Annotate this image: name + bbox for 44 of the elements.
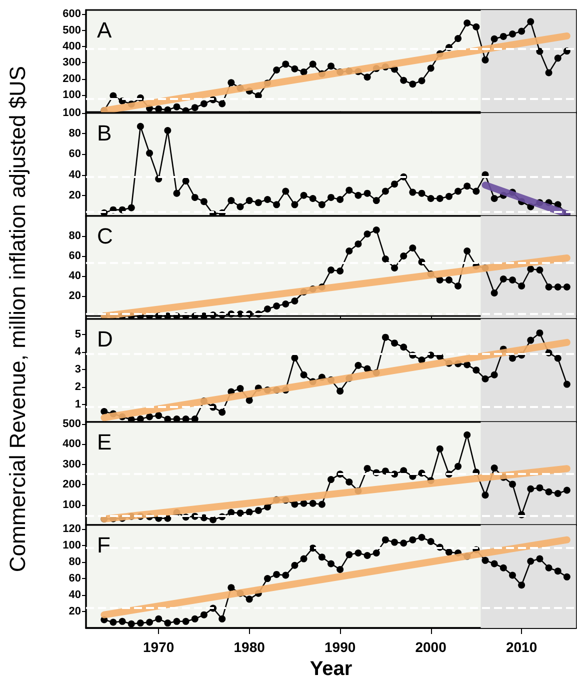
y-tick-label: 2 — [74, 381, 81, 394]
y-tick-label: 80 — [68, 556, 81, 568]
y-tick-label: 400 — [62, 40, 81, 52]
y-tick-label: 120 — [62, 523, 81, 536]
y-tick-label: 600 — [62, 8, 81, 20]
y-tick-label: 40 — [68, 589, 81, 602]
y-tick-label: 20 — [68, 290, 81, 302]
y-tick-label: 80 — [68, 230, 81, 242]
chart-title: C — [97, 224, 113, 248]
y-tick-label: 60 — [68, 572, 81, 585]
chart-title: E — [97, 430, 112, 454]
chart-title: F — [97, 532, 110, 558]
x-tick-label: 2000 — [415, 639, 447, 655]
y-tick-label: 100 — [62, 89, 81, 102]
y-tick-label: 1 — [74, 398, 81, 411]
y-tick-label: 40 — [68, 168, 81, 181]
y-tick-label: 500 — [62, 418, 81, 430]
y-tick-label: 300 — [62, 56, 81, 69]
chart-title: B — [97, 120, 112, 146]
y-tick-label: 3 — [74, 364, 81, 376]
y-axis-title: Commercial Revenue, million inflation adjusted $US — [5, 66, 32, 572]
chart-title: A — [97, 18, 112, 42]
y-tick-label: 5 — [74, 328, 81, 341]
x-tick-label: 1970 — [143, 639, 174, 655]
y-tick-label: 80 — [68, 128, 81, 140]
y-tick-label: 100 — [62, 107, 81, 119]
y-tick-label: 200 — [62, 478, 81, 491]
y-tick-label: 100 — [62, 540, 81, 552]
x-tick-label: 1990 — [324, 639, 356, 655]
y-tick-label: 4 — [74, 346, 82, 358]
y-tick-label: 100 — [62, 498, 81, 511]
x-axis-title: Year — [310, 658, 352, 680]
y-tick-label: 20 — [68, 189, 81, 202]
y-tick-label: 40 — [68, 270, 81, 282]
y-tick-label: 300 — [62, 458, 81, 470]
y-tick-label: 200 — [62, 72, 81, 85]
y-tick-label: 20 — [68, 606, 81, 618]
y-tick-label: 500 — [62, 24, 81, 36]
x-tick-label: 2010 — [506, 639, 538, 655]
x-tick-label: 1980 — [234, 639, 266, 655]
y-tick-label: 60 — [68, 250, 81, 262]
chart-title: D — [97, 326, 113, 352]
y-tick-label: 60 — [68, 148, 81, 160]
y-tick-label: 400 — [62, 438, 81, 450]
